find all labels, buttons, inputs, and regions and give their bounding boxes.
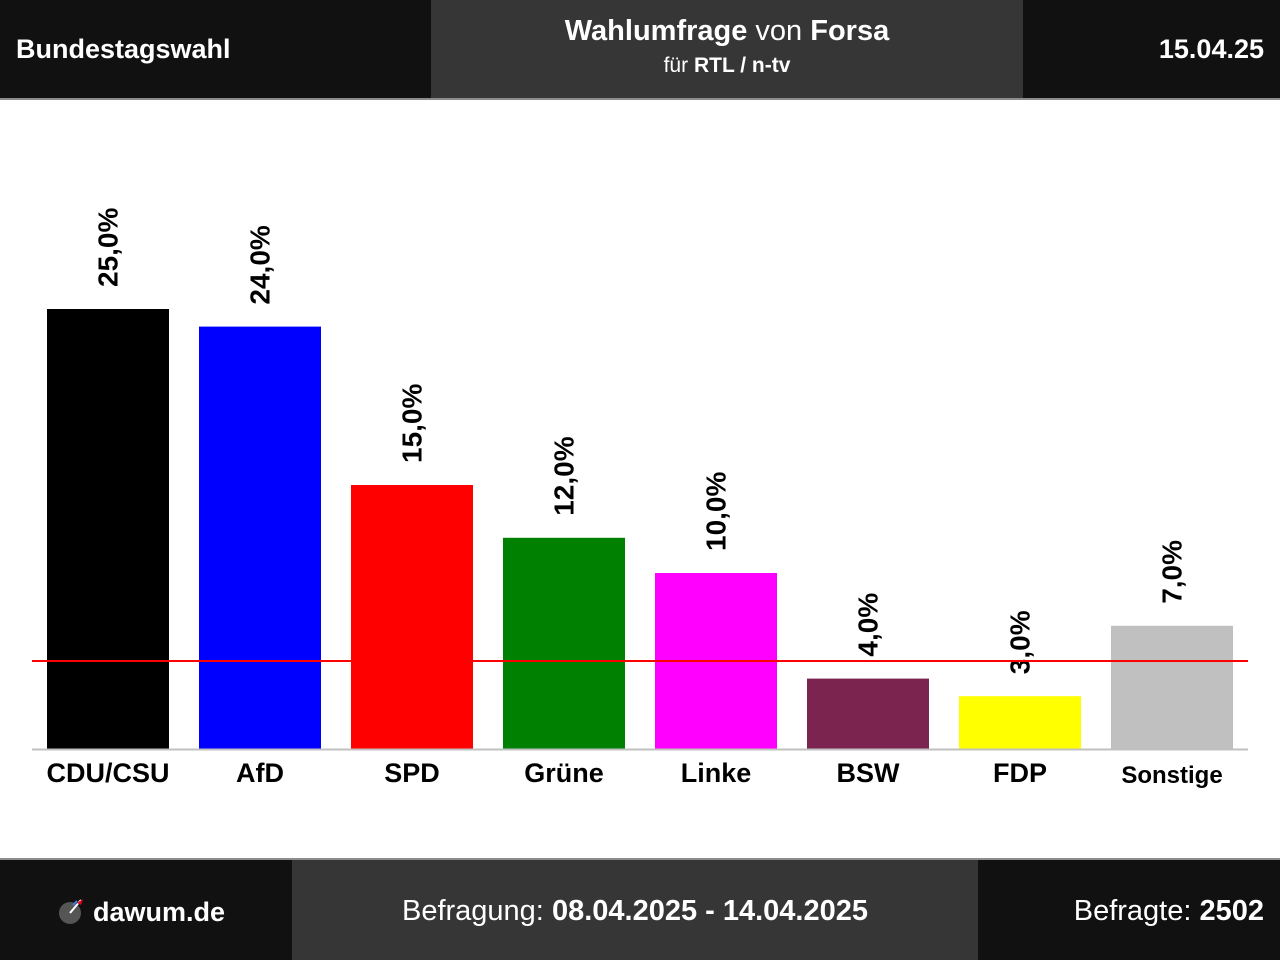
respondents-value: 2502 <box>1199 895 1264 927</box>
site-name: dawum.de <box>93 897 226 927</box>
category-label: BSW <box>837 758 901 788</box>
bar-chart: 25,0% CDU/CSU 24,0% AfD 15,0% SPD 12,0% Grüne 10… <box>32 208 1248 789</box>
data-label: 4,0% <box>853 593 884 657</box>
category-label: SPD <box>384 758 440 788</box>
category-label: FDP <box>993 758 1047 788</box>
survey-period-value: 08.04.2025 - 14.04.2025 <box>551 895 868 927</box>
survey-period-label: Befragung: <box>401 895 544 927</box>
poll-title-main: Wahlumfrage <box>564 15 748 47</box>
bar-gr-ne <box>503 537 625 749</box>
data-label: 3,0% <box>1005 610 1036 674</box>
header-bar: Bundestagswahl Wahlumfrage von Forsa für… <box>0 0 1280 98</box>
poll-institute: Forsa <box>810 15 890 47</box>
data-label: 24,0% <box>245 225 276 304</box>
data-label: 12,0% <box>549 436 580 515</box>
bar-fdp <box>959 696 1081 749</box>
category-label: Linke <box>681 758 752 788</box>
header-divider <box>0 98 1280 100</box>
data-label: 10,0% <box>701 472 732 551</box>
respondents: Befragte: 2502 <box>1074 860 1264 960</box>
survey-period: Befragung: 08.04.2025 - 14.04.2025 <box>292 860 978 960</box>
footer-divider <box>0 858 1280 860</box>
election-title: Bundestagswahl <box>16 34 231 64</box>
bar-sonstige <box>1111 625 1233 749</box>
category-label: Sonstige <box>1121 762 1222 789</box>
data-label: 25,0% <box>93 208 124 287</box>
bar-bsw <box>807 678 929 749</box>
dawum-logo-icon <box>59 898 83 924</box>
category-label: Grüne <box>524 758 604 788</box>
respondents-label: Befragte: <box>1073 895 1192 927</box>
footer-bar: dawum.de Befragung: 08.04.2025 - 14.04.2… <box>0 860 1280 960</box>
data-label: 15,0% <box>397 384 428 463</box>
bar-cdu-csu <box>47 309 169 749</box>
poll-title-von: von <box>755 15 803 47</box>
site-brand[interactable]: dawum.de <box>57 860 225 960</box>
bar-spd <box>351 485 473 749</box>
poll-client: RTL / n-tv <box>693 54 791 77</box>
poll-sub-fuer: für <box>663 54 689 77</box>
category-label: AfD <box>236 758 284 788</box>
data-label: 7,0% <box>1157 540 1188 604</box>
category-label: CDU/CSU <box>46 758 169 788</box>
poll-title: Wahlumfrage von Forsa <box>431 14 1023 48</box>
poll-info-panel: Wahlumfrage von Forsa für RTL / n-tv <box>431 0 1023 98</box>
bar-afd <box>199 326 321 749</box>
poll-subtitle: für RTL / n-tv <box>431 52 1023 80</box>
publish-date: 15.04.25 <box>1158 34 1264 64</box>
